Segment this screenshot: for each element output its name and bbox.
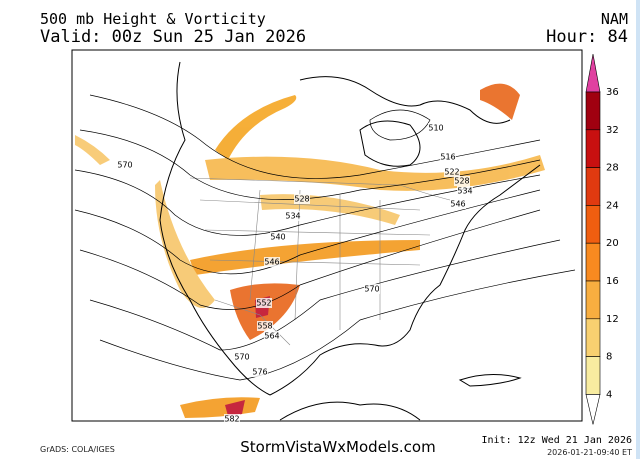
colorbar-segment: [585, 356, 601, 395]
west-coast: [159, 61, 271, 396]
vort-swath: [75, 135, 110, 165]
colorbar-label: 24: [606, 200, 619, 211]
contour-label: 528: [454, 177, 469, 186]
contour-label: 558: [257, 322, 272, 331]
colorbar-label: 16: [606, 276, 619, 287]
label-bg: [457, 186, 473, 196]
colorbar-segment: [585, 318, 601, 357]
colorbar-label: 8: [606, 352, 612, 363]
title: 500 mb Height & Vorticity: [40, 10, 266, 28]
colorbar-label: 32: [606, 125, 619, 136]
label-bg: [444, 167, 460, 177]
vort-swath: [190, 240, 420, 275]
contour-label: 546: [264, 258, 279, 267]
state-lines: [199, 199, 431, 266]
contour-label: 534: [285, 212, 300, 221]
contour-label: 516: [440, 153, 455, 162]
forecast-hour: Hour: 84: [546, 27, 628, 47]
colorbar-label: 12: [606, 314, 619, 325]
colorbar-segment: [585, 129, 601, 168]
contour-label: 552: [256, 299, 271, 308]
label-bg: [454, 176, 470, 186]
contour-label: 570: [117, 161, 132, 170]
valid-time: Valid: 00z Sun 25 Jan 2026: [40, 27, 306, 47]
label-bg: [270, 232, 286, 242]
hudson-bay: [359, 120, 421, 167]
init-time: Init: 12z Wed 21 Jan 2026: [481, 435, 632, 446]
colorbar-segment: [585, 91, 601, 131]
credit: GrADS: COLA/IGES: [40, 445, 115, 454]
central-america: [279, 401, 421, 421]
east-coast: [269, 164, 541, 396]
vort-swath: [155, 180, 215, 308]
contour: [369, 109, 431, 141]
cuba: [458, 374, 522, 387]
colorbar-label: 28: [606, 163, 619, 174]
contour: [74, 169, 541, 236]
label-bg: [224, 414, 240, 424]
map-frame: [71, 49, 583, 422]
contour-label: 570: [364, 285, 379, 294]
vort-core: [225, 400, 245, 416]
contour-label: 534: [457, 187, 472, 196]
vort-swath: [215, 95, 297, 160]
contour-label: 522: [444, 168, 459, 177]
label-bg: [294, 194, 310, 204]
contour-label: 582: [224, 415, 239, 424]
contour-label: 510: [428, 124, 443, 133]
colorbar-label: 36: [606, 87, 619, 98]
contour-label: 564: [264, 332, 279, 341]
timestamp: 2026-01-21-09:40 ET: [547, 448, 632, 457]
vort-swath: [480, 83, 520, 120]
colorbar: 36 32 28 24 20 16 12 8 4: [585, 53, 619, 425]
contour-label: 528: [294, 195, 309, 204]
label-bg: [256, 298, 272, 308]
contour-label: 570: [234, 353, 249, 362]
label-bg: [257, 321, 273, 331]
colorbar-segment: [585, 205, 601, 244]
contour: [89, 239, 561, 351]
label-bg: [364, 284, 380, 294]
contour-label: 576: [252, 368, 267, 377]
contour: [99, 269, 576, 381]
label-bg: [264, 331, 280, 341]
label-bg: [450, 199, 466, 209]
label-bg: [440, 152, 456, 162]
colorbar-segment: [585, 167, 601, 206]
label-bg: [234, 352, 250, 362]
contour-label: 540: [270, 233, 285, 242]
colorbar-label: 4: [606, 389, 612, 400]
state-lines: [249, 189, 381, 330]
label-bg: [117, 160, 133, 170]
label-bg: [252, 367, 268, 377]
contour: [74, 189, 541, 275]
coastlines: [159, 61, 541, 421]
arctic-coast: [299, 76, 511, 124]
colorbar-segment: [585, 242, 601, 282]
colorbar-cap: [585, 394, 601, 425]
label-bg: [285, 211, 301, 221]
model: NAM: [601, 10, 628, 28]
colorbar-label: 20: [606, 238, 619, 249]
site: StormVistaWxModels.com: [240, 438, 435, 456]
colorbar-segment: [585, 280, 601, 320]
label-bg: [264, 257, 280, 267]
map: 5705105165225285345465285345405465705525…: [71, 49, 583, 424]
label-bg: [428, 123, 444, 133]
contour-label: 546: [450, 200, 465, 209]
edge: [636, 0, 640, 459]
contour-labels: 5705105165225285345465285345405465705525…: [117, 123, 473, 424]
